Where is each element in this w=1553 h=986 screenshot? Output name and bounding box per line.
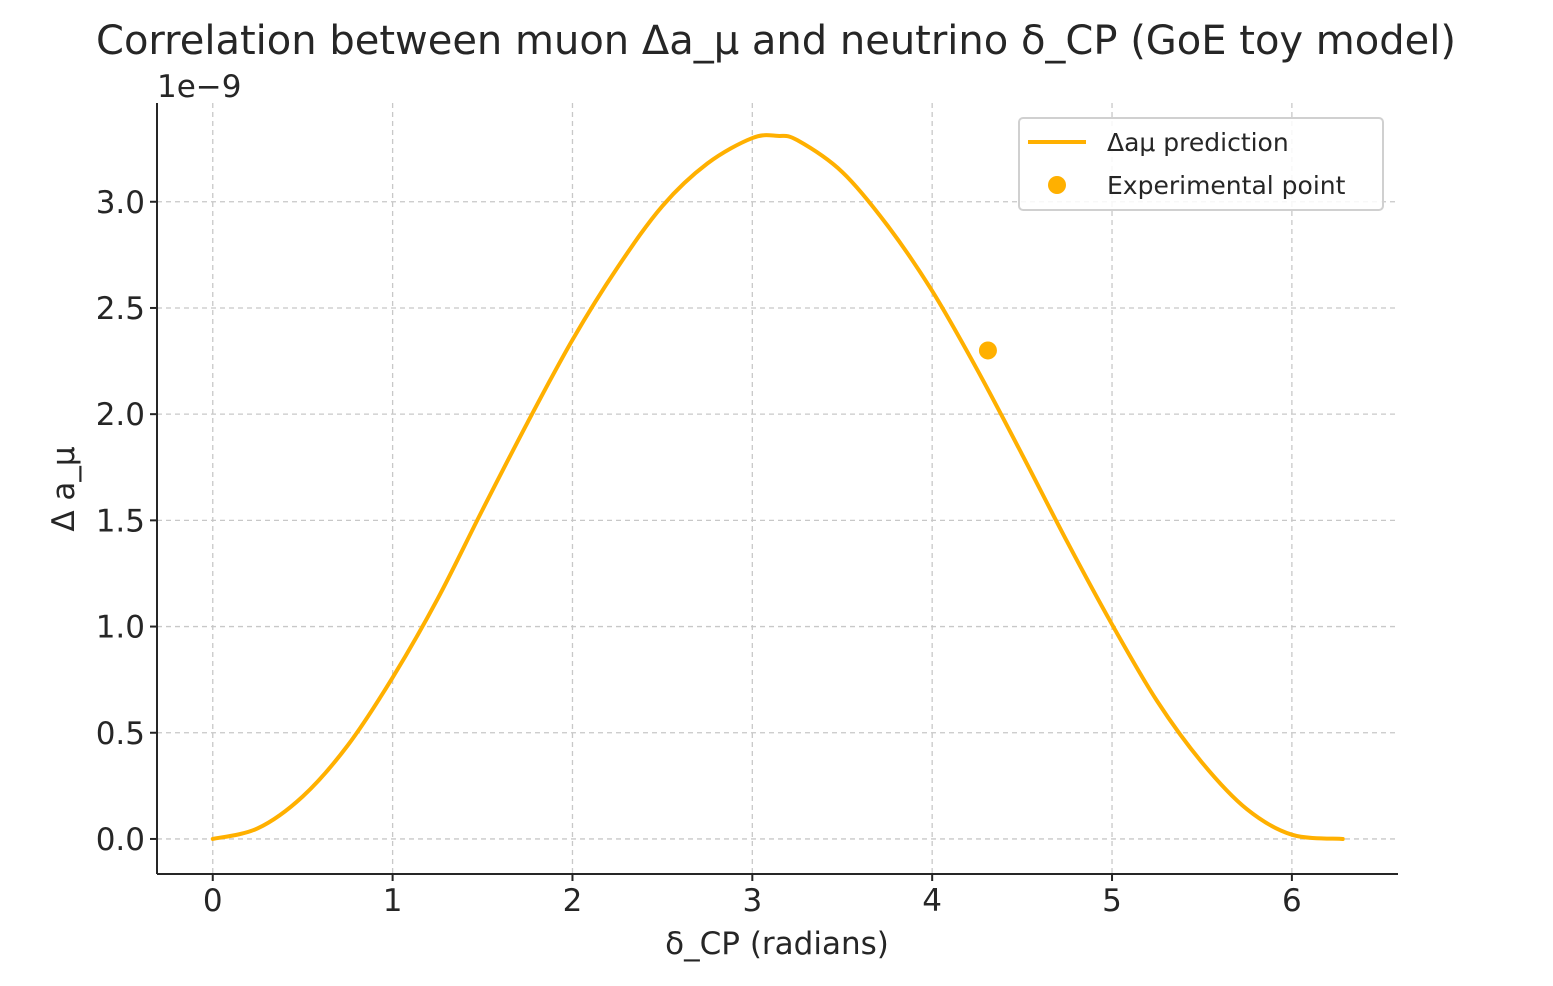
- y-offset-label: 1e−9: [157, 69, 242, 105]
- y-axis-label: Δ a_μ: [46, 446, 82, 531]
- x-tick-label: 6: [1282, 883, 1302, 919]
- x-tick-label: 2: [563, 883, 583, 919]
- legend: Δaμ prediction Experimental point: [1018, 117, 1384, 211]
- y-tick-label: 3.0: [96, 185, 145, 221]
- x-axis-label: δ_CP (radians): [665, 926, 889, 962]
- x-tick-label: 1: [383, 883, 403, 919]
- legend-label-prediction: Δaμ prediction: [1107, 128, 1289, 157]
- y-tick-label: 2.5: [96, 291, 145, 327]
- prediction-line: [210, 133, 1345, 841]
- experimental-point: [978, 341, 997, 360]
- y-tick-label: 0.5: [96, 716, 145, 752]
- legend-marker-swatch: [1048, 176, 1066, 194]
- y-tick-label: 1.0: [96, 610, 145, 646]
- chart-title: Correlation between muon Δa_μ and neutri…: [96, 18, 1456, 64]
- legend-frame: [1018, 117, 1384, 211]
- x-tick-label: 3: [742, 883, 762, 919]
- ticks: 0 1 2 3 4 5 6 0.0 0.5 1.0 1.5 2.0 2.5 3.0: [96, 185, 1302, 919]
- x-tick-label: 5: [1102, 883, 1122, 919]
- axes: [156, 103, 1398, 875]
- x-tick-label: 0: [203, 883, 223, 919]
- y-tick-label: 2.0: [96, 397, 145, 433]
- y-tick-label: 0.0: [96, 822, 145, 858]
- series: [210, 133, 1345, 841]
- x-tick-label: 4: [922, 883, 942, 919]
- grid: [157, 103, 1398, 874]
- legend-label-experimental: Experimental point: [1107, 171, 1346, 200]
- y-tick-label: 1.5: [96, 503, 145, 539]
